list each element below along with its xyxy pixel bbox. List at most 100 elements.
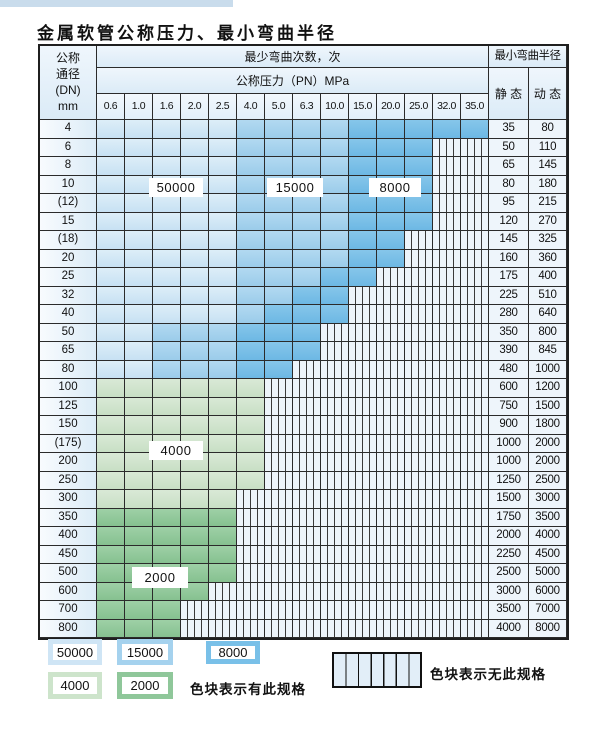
- static-radius-cell: 750: [489, 397, 529, 416]
- spec-cell-none: [349, 564, 377, 583]
- spec-cell-none: [377, 453, 405, 472]
- region-label-15000: 15000: [267, 178, 323, 197]
- spec-cell: [125, 305, 153, 324]
- static-radius-cell: 80: [489, 175, 529, 194]
- spec-cell-none: [321, 323, 349, 342]
- spec-cell: [181, 323, 209, 342]
- dynamic-radius-cell: 1000: [529, 360, 567, 379]
- spec-cell: [97, 342, 125, 361]
- spec-cell: [153, 212, 181, 231]
- spec-cell-none: [349, 582, 377, 601]
- spec-cell-none: [349, 342, 377, 361]
- spec-cell-none: [433, 582, 461, 601]
- spec-cell-none: [265, 379, 293, 398]
- spec-cell-none: [433, 342, 461, 361]
- spec-cell-none: [405, 545, 433, 564]
- spec-cell-none: [293, 564, 321, 583]
- dynamic-radius-cell: 5000: [529, 564, 567, 583]
- spec-cell: [97, 157, 125, 176]
- spec-cell: [293, 286, 321, 305]
- dynamic-radius-cell: 800: [529, 323, 567, 342]
- dn-row-label: 250: [40, 471, 97, 490]
- spec-cell-none: [349, 323, 377, 342]
- legend-swatch-4000: 4000: [48, 672, 102, 699]
- legend-no-spec-text: 色块表示无此规格: [430, 667, 546, 682]
- static-radius-cell: 350: [489, 323, 529, 342]
- spec-cell-none: [265, 601, 293, 620]
- spec-cell: [125, 286, 153, 305]
- spec-cell: [125, 212, 153, 231]
- spec-cell: [125, 397, 153, 416]
- dynamic-radius-cell: 7000: [529, 601, 567, 620]
- spec-cell: [209, 305, 237, 324]
- page-top-strip: [0, 0, 233, 7]
- spec-cell: [293, 323, 321, 342]
- legend-swatch-label: 15000: [122, 644, 168, 660]
- spec-cell-none: [181, 619, 209, 638]
- spec-cell-none: [181, 601, 209, 620]
- spec-cell-none: [405, 249, 433, 268]
- spec-cell-none: [433, 434, 461, 453]
- spec-cell: [265, 268, 293, 287]
- spec-cell-none: [461, 416, 489, 435]
- bend-cycles-header: 最少弯曲次数，次: [97, 46, 489, 68]
- region-label-50000: 50000: [149, 178, 203, 197]
- spec-cell: [181, 527, 209, 546]
- spec-cell-none: [349, 360, 377, 379]
- spec-cell: [209, 323, 237, 342]
- spec-cell-none: [209, 601, 237, 620]
- spec-cell-none: [461, 231, 489, 250]
- dn-row-label: 125: [40, 397, 97, 416]
- spec-cell-none: [293, 508, 321, 527]
- spec-cell-none: [377, 508, 405, 527]
- spec-cell: [97, 508, 125, 527]
- spec-cell-none: [321, 453, 349, 472]
- spec-cell: [97, 175, 125, 194]
- spec-cell: [293, 249, 321, 268]
- spec-cell: [237, 157, 265, 176]
- spec-cell: [349, 194, 377, 213]
- legend-swatch-50000: 50000: [48, 639, 102, 665]
- spec-cell: [97, 138, 125, 157]
- spec-cell: [265, 342, 293, 361]
- dynamic-radius-cell: 3500: [529, 508, 567, 527]
- dynamic-radius-cell: 2500: [529, 471, 567, 490]
- spec-cell-none: [461, 342, 489, 361]
- spec-cell: [321, 305, 349, 324]
- spec-cell: [237, 323, 265, 342]
- spec-cell-none: [349, 453, 377, 472]
- spec-cell: [265, 249, 293, 268]
- dynamic-radius-cell: 4500: [529, 545, 567, 564]
- spec-cell: [181, 249, 209, 268]
- spec-cell-none: [433, 379, 461, 398]
- dn-row-label: 700: [40, 601, 97, 620]
- spec-cell: [97, 545, 125, 564]
- spec-cell: [265, 157, 293, 176]
- legend-swatch-label: 4000: [53, 677, 97, 694]
- spec-cell-none: [405, 582, 433, 601]
- dn-row-label: 50: [40, 323, 97, 342]
- spec-cell: [181, 582, 209, 601]
- pressure-col-header: 1.6: [153, 94, 181, 120]
- spec-cell-none: [265, 619, 293, 638]
- spec-cell-none: [405, 231, 433, 250]
- spec-cell: [349, 231, 377, 250]
- spec-cell: [321, 157, 349, 176]
- spec-cell: [209, 138, 237, 157]
- spec-cell-none: [321, 379, 349, 398]
- spec-cell-none: [209, 619, 237, 638]
- spec-cell-none: [405, 360, 433, 379]
- dn-corner-line: mm: [58, 99, 78, 113]
- spec-cell: [377, 212, 405, 231]
- static-radius-cell: 65: [489, 157, 529, 176]
- spec-cell: [153, 508, 181, 527]
- spec-cell-none: [377, 397, 405, 416]
- spec-cell: [209, 397, 237, 416]
- spec-cell-none: [237, 508, 265, 527]
- spec-cell-none: [377, 360, 405, 379]
- static-radius-cell: 280: [489, 305, 529, 324]
- spec-cell: [97, 286, 125, 305]
- spec-cell: [237, 231, 265, 250]
- dynamic-radius-cell: 1500: [529, 397, 567, 416]
- spec-cell: [97, 360, 125, 379]
